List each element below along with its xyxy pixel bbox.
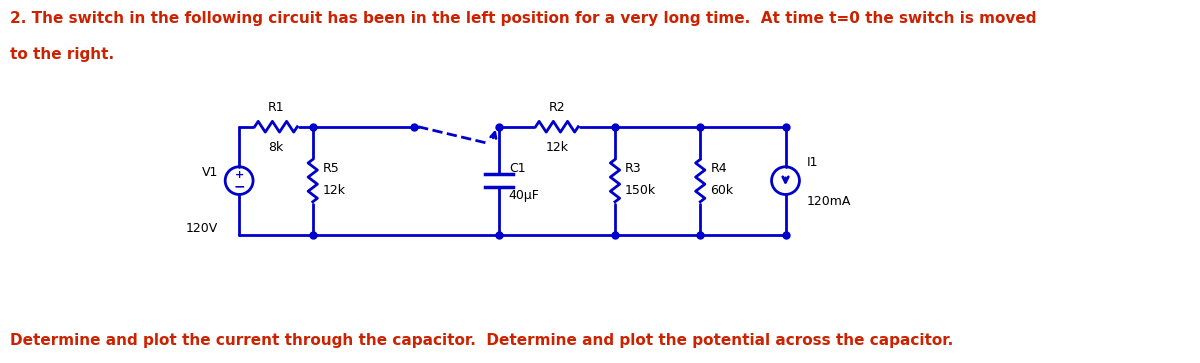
- Text: −: −: [233, 180, 245, 194]
- Text: to the right.: to the right.: [10, 47, 114, 62]
- Text: 2. The switch in the following circuit has been in the left position for a very : 2. The switch in the following circuit h…: [10, 11, 1036, 26]
- Text: C1: C1: [509, 162, 526, 175]
- Text: I1: I1: [806, 156, 818, 169]
- Text: 120V: 120V: [186, 222, 218, 235]
- Text: V1: V1: [202, 166, 218, 179]
- Text: +: +: [234, 170, 244, 180]
- Text: 120mA: 120mA: [806, 195, 851, 208]
- Text: 12k: 12k: [323, 184, 346, 197]
- Text: R4: R4: [710, 162, 727, 175]
- Text: 40μF: 40μF: [509, 189, 540, 202]
- Text: R1: R1: [268, 101, 284, 114]
- Text: 150k: 150k: [625, 184, 656, 197]
- Text: 12k: 12k: [545, 141, 569, 154]
- Text: 8k: 8k: [269, 141, 283, 154]
- Text: 60k: 60k: [710, 184, 733, 197]
- Text: R5: R5: [323, 162, 340, 175]
- Text: R2: R2: [548, 101, 565, 114]
- Text: Determine and plot the current through the capacitor.  Determine and plot the po: Determine and plot the current through t…: [10, 334, 953, 348]
- Text: R3: R3: [625, 162, 642, 175]
